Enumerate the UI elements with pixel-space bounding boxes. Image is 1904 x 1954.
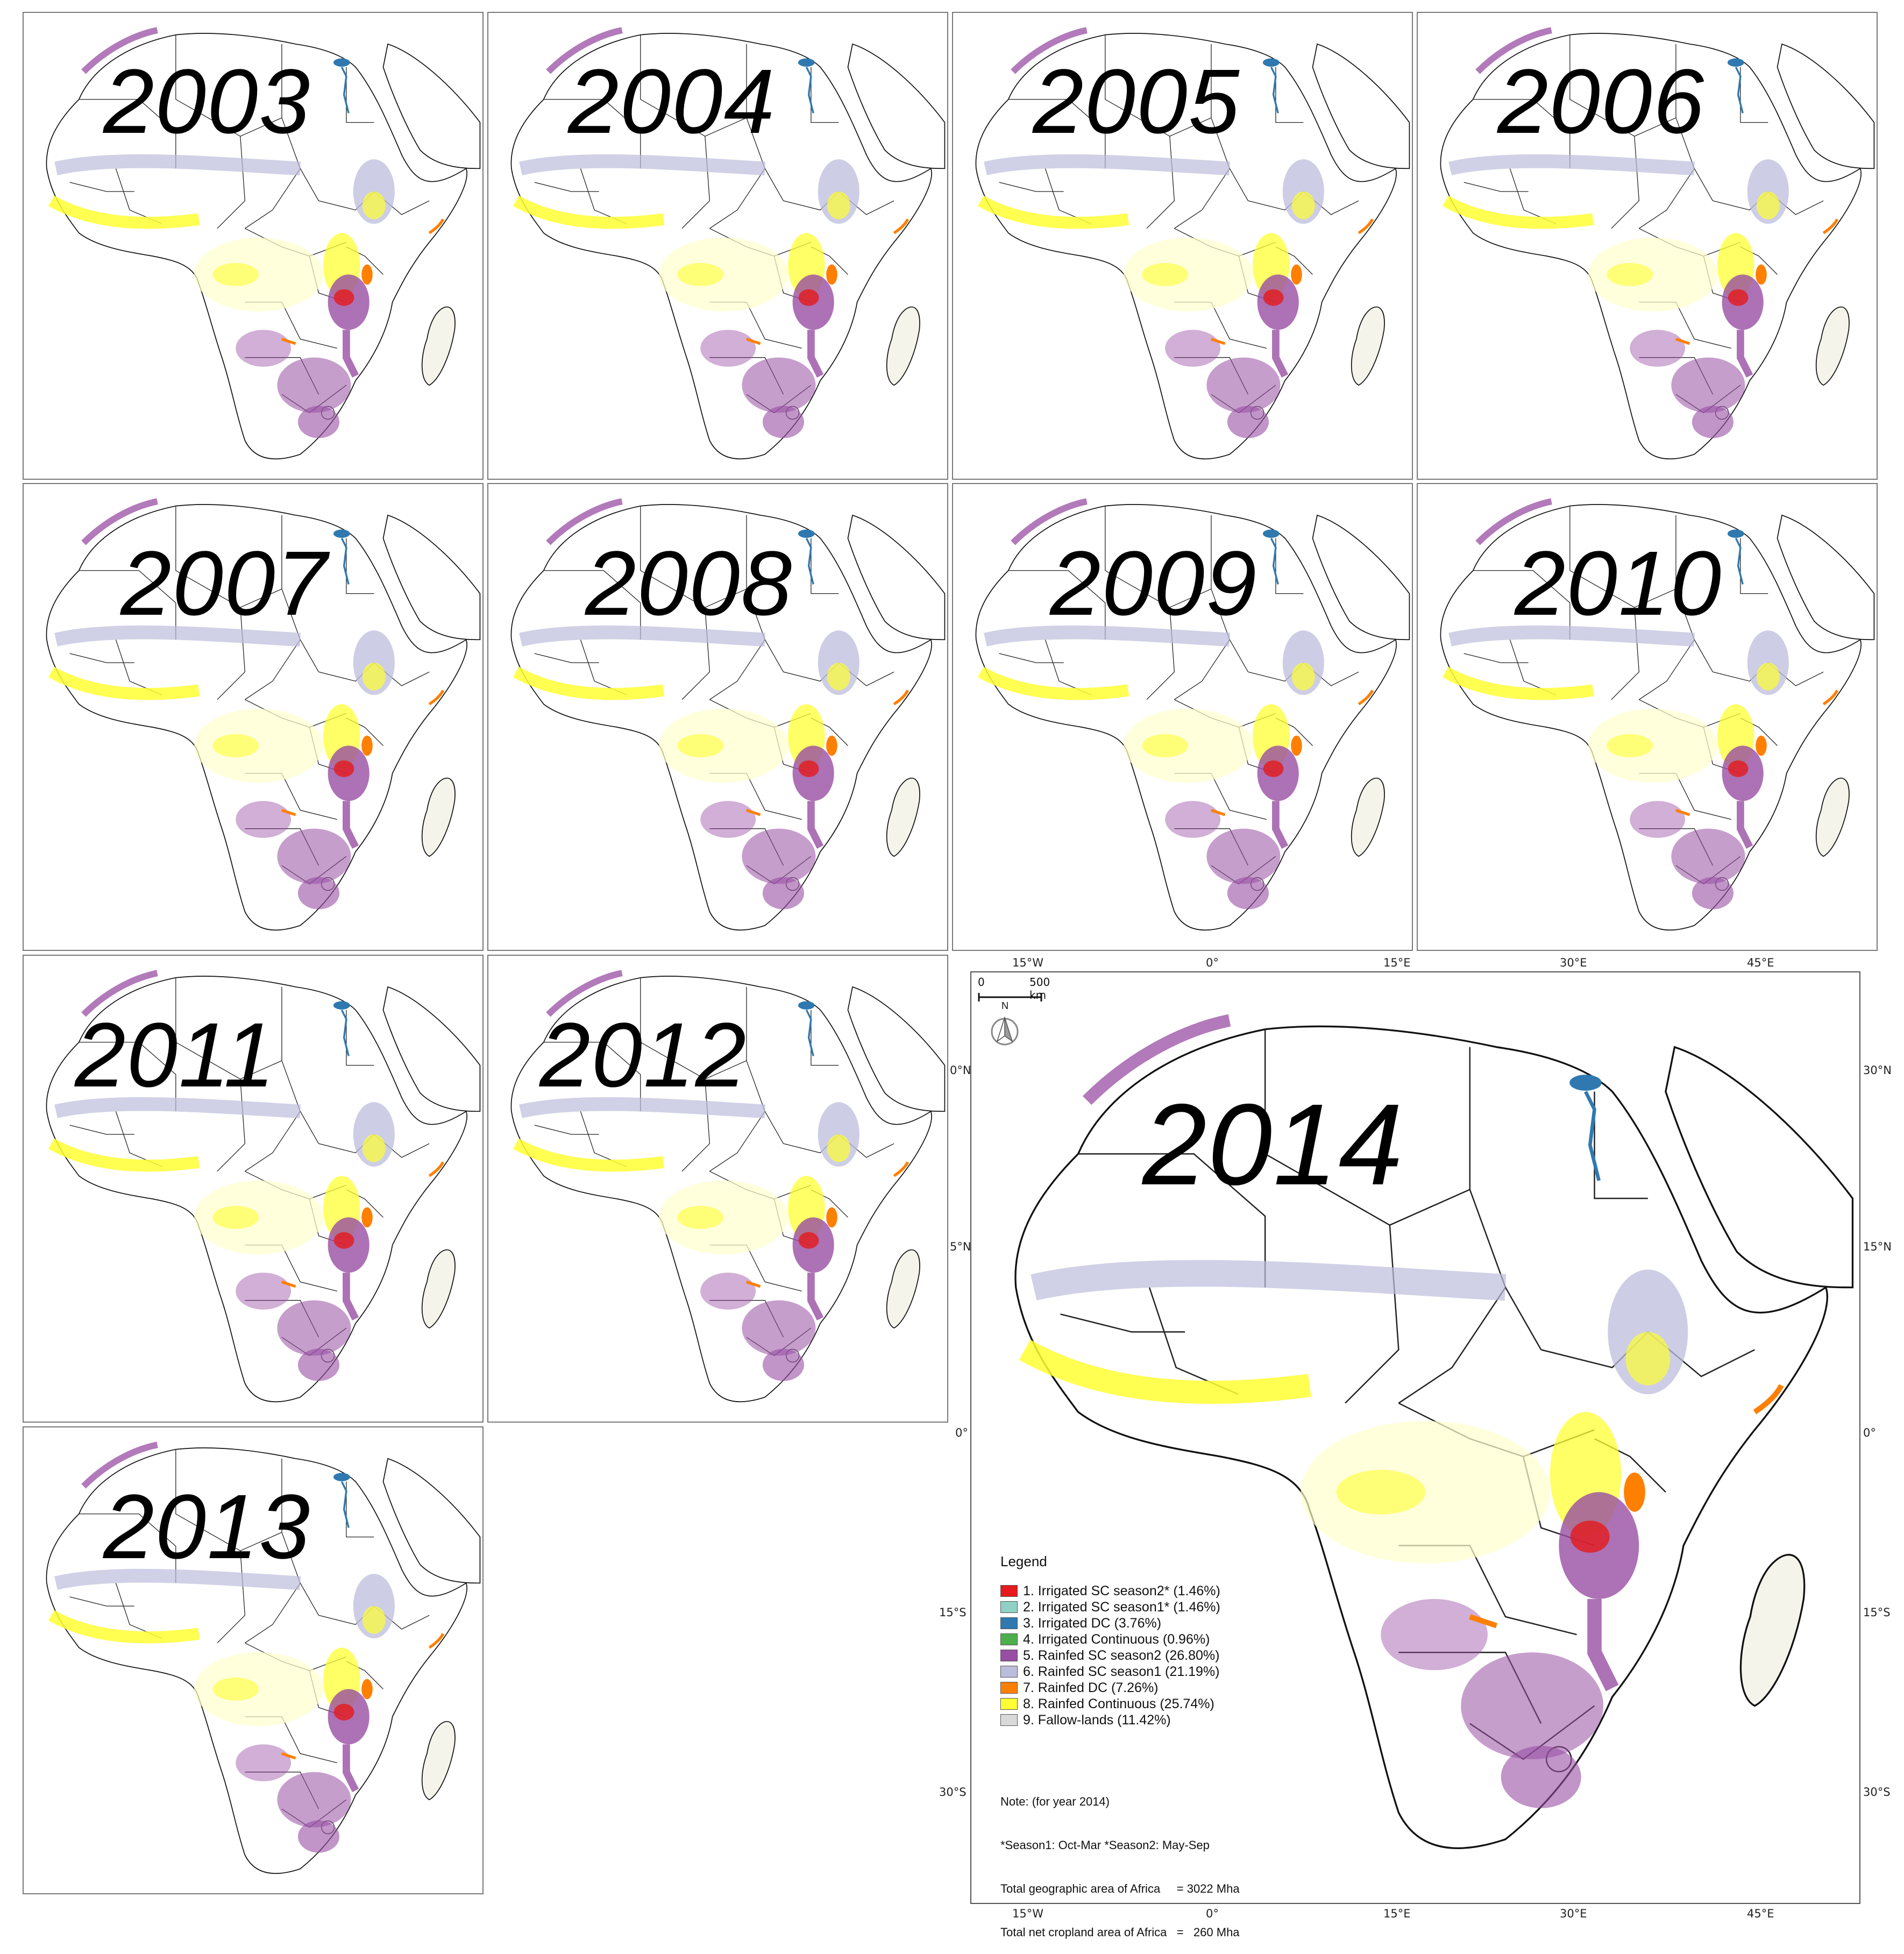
lat-tick-right: 0°	[1863, 1426, 1876, 1439]
main-year-label: 2014	[1142, 1079, 1404, 1209]
year-label: 2009	[1050, 532, 1258, 635]
map-panel-2012: 2012	[487, 955, 948, 1423]
legend-swatch	[1000, 1633, 1018, 1645]
map-panel-2006: 2006	[1417, 12, 1878, 480]
note-line: Total geographic area of Africa = 3022 M…	[1000, 1882, 1240, 1895]
legend-label: 2. Irrigated SC season1* (1.46%)	[1023, 1599, 1220, 1615]
legend-item: 5. Rainfed SC season2 (26.80%)	[1000, 1647, 1345, 1664]
legend: Legend 1. Irrigated SC season2* (1.46%) 2…	[1000, 1553, 1345, 1728]
map-panel-2005: 2005	[952, 12, 1413, 480]
legend-item: 7. Rainfed DC (7.26%)	[1000, 1680, 1345, 1696]
north-arrow-icon: N	[989, 1000, 1021, 1055]
legend-item: 3. Irrigated DC (3.76%)	[1000, 1615, 1345, 1631]
legend-swatch	[1000, 1617, 1018, 1629]
legend-title: Legend	[1000, 1553, 1047, 1569]
lat-tick-left: 0°	[955, 1426, 968, 1439]
legend-label: 7. Rainfed DC (7.26%)	[1023, 1680, 1159, 1695]
note-line: Note: (for year 2014)	[1000, 1795, 1110, 1808]
lon-tick-bottom: 30°E	[1560, 1907, 1587, 1920]
map-panel-2007: 2007	[23, 483, 484, 951]
year-label: 2003	[103, 51, 311, 153]
lon-tick-bottom: 45°E	[1747, 1907, 1774, 1920]
note-line: *Season1: Oct-Mar *Season2: May-Sep	[1000, 1838, 1210, 1852]
lat-tick-right: 15°S	[1863, 1606, 1891, 1619]
lon-tick-top: 15°W	[1012, 956, 1043, 969]
legend-item: 9. Fallow-lands (11.42%)	[1000, 1712, 1345, 1728]
lon-tick-top: 45°E	[1747, 956, 1774, 969]
lon-tick-top: 15°E	[1383, 956, 1411, 969]
note-line: Total net cropland area of Africa = 260 …	[1000, 1925, 1240, 1939]
legend-label: 5. Rainfed SC season2 (26.80%)	[1023, 1647, 1220, 1663]
legend-swatch	[1000, 1682, 1018, 1694]
legend-swatch	[1000, 1666, 1018, 1678]
lon-tick-top: 0°	[1206, 956, 1219, 969]
legend-swatch	[1000, 1698, 1018, 1710]
year-label: 2005	[1033, 51, 1241, 153]
map-panel-2004: 2004	[487, 12, 948, 480]
map-panel-2003: 2003	[23, 12, 484, 480]
lon-tick-bottom: 15°W	[1012, 1907, 1043, 1920]
legend-item: 2. Irrigated SC season1* (1.46%)	[1000, 1599, 1345, 1615]
legend-item: 8. Rainfed Continuous (25.74%)	[1000, 1696, 1345, 1712]
year-label: 2007	[120, 532, 329, 635]
legend-swatch	[1000, 1585, 1018, 1597]
legend-item: 1. Irrigated SC season2* (1.46%)	[1000, 1583, 1345, 1599]
legend-swatch	[1000, 1650, 1018, 1661]
lon-tick-bottom: 15°E	[1383, 1907, 1411, 1920]
legend-item: 6. Rainfed SC season1 (21.19%)	[1000, 1664, 1345, 1680]
lat-tick-left: 15°S	[939, 1606, 967, 1619]
map-panel-2013: 2013	[23, 1426, 484, 1894]
year-label: 2011	[75, 1004, 276, 1106]
lon-tick-top: 30°E	[1560, 956, 1587, 969]
year-label: 2008	[585, 532, 793, 635]
legend-label: 3. Irrigated DC (3.76%)	[1023, 1615, 1162, 1631]
lat-tick-left: 5°N	[950, 1240, 971, 1253]
lat-tick-left: 30°S	[939, 1786, 967, 1799]
year-label: 2006	[1497, 51, 1706, 153]
notes: Note: (for year 2014) *Season1: Oct-Mar …	[1000, 1765, 1240, 1954]
lat-tick-left: 0°N	[950, 1064, 971, 1077]
legend-label: 4. Irrigated Continuous (0.96%)	[1023, 1631, 1210, 1647]
year-label: 2012	[539, 1004, 748, 1106]
legend-swatch	[1000, 1714, 1018, 1726]
map-panel-2008: 2008	[487, 483, 948, 951]
lat-tick-right: 30°S	[1863, 1786, 1891, 1799]
main-map-panel-2014	[970, 971, 1860, 1904]
lat-tick-right: 15°N	[1863, 1240, 1892, 1253]
map-panel-2009: 2009	[952, 483, 1413, 951]
map-panel-2011: 2011	[23, 955, 484, 1423]
legend-label: 8. Rainfed Continuous (25.74%)	[1023, 1696, 1214, 1711]
africa-map	[971, 972, 1860, 1904]
legend-label: 9. Fallow-lands (11.42%)	[1023, 1712, 1171, 1728]
year-label: 2010	[1515, 532, 1723, 635]
map-panel-2010: 2010	[1417, 483, 1878, 951]
lat-tick-right: 30°N	[1863, 1064, 1892, 1077]
north-label: N	[1001, 1000, 1008, 1011]
legend-swatch	[1000, 1601, 1018, 1613]
year-label: 2013	[103, 1476, 311, 1578]
legend-item: 4. Irrigated Continuous (0.96%)	[1000, 1631, 1345, 1647]
legend-label: 1. Irrigated SC season2* (1.46%)	[1023, 1583, 1220, 1598]
legend-label: 6. Rainfed SC season1 (21.19%)	[1023, 1664, 1220, 1679]
scale-zero: 0	[978, 976, 985, 989]
lon-tick-bottom: 0°	[1206, 1907, 1219, 1920]
year-label: 2004	[568, 51, 776, 153]
scale-distance: 500 km	[1029, 976, 1050, 1001]
